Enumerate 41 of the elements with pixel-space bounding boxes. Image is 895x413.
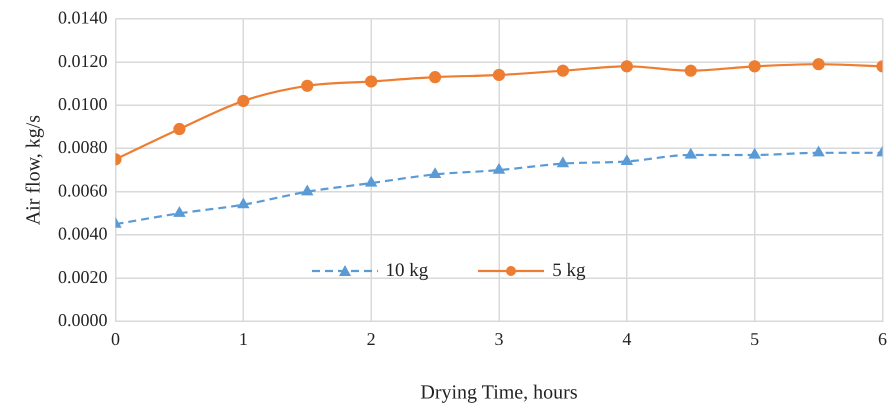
x-tick-label: 0 bbox=[111, 328, 120, 349]
point bbox=[237, 94, 250, 108]
y-axis-title: Air flow, kg/s bbox=[22, 114, 44, 226]
point bbox=[684, 64, 697, 77]
y-tick-label: 0.0000 bbox=[58, 310, 108, 330]
point bbox=[365, 75, 378, 88]
point bbox=[430, 168, 441, 178]
x-tick-label: 3 bbox=[494, 328, 504, 349]
x-tick-label: 5 bbox=[750, 328, 760, 349]
y-tick-label: 0.0140 bbox=[58, 8, 108, 28]
point bbox=[174, 207, 185, 217]
point bbox=[685, 148, 696, 159]
point bbox=[557, 158, 568, 168]
x-tick-label: 6 bbox=[878, 328, 887, 349]
point bbox=[428, 71, 442, 84]
y-tick-label: 0.0100 bbox=[58, 94, 108, 114]
x-axis-title: Drying Time, hours bbox=[420, 381, 578, 404]
point bbox=[173, 122, 186, 136]
point bbox=[556, 64, 570, 77]
legend-label: 5 kg bbox=[552, 260, 586, 282]
point bbox=[749, 148, 760, 159]
point bbox=[813, 146, 824, 156]
point bbox=[301, 80, 314, 92]
x-tick-label: 1 bbox=[238, 328, 248, 349]
y-tick-label: 0.0080 bbox=[58, 137, 108, 158]
point bbox=[494, 164, 504, 174]
x-tick-label: 2 bbox=[366, 328, 376, 349]
point bbox=[812, 58, 825, 70]
point bbox=[748, 60, 761, 72]
point bbox=[621, 155, 632, 166]
y-tick-label: 0.0120 bbox=[58, 50, 108, 71]
y-tick-label: 0.0040 bbox=[58, 224, 108, 244]
legend-label: 10 kg bbox=[386, 260, 428, 282]
y-tick-label: 0.0060 bbox=[58, 180, 108, 200]
point bbox=[366, 176, 377, 187]
point bbox=[620, 60, 633, 72]
point bbox=[492, 68, 506, 82]
point bbox=[238, 198, 249, 208]
x-tick-label: 4 bbox=[622, 328, 632, 349]
point bbox=[302, 186, 313, 196]
y-tick-label: 0.0020 bbox=[58, 266, 108, 287]
